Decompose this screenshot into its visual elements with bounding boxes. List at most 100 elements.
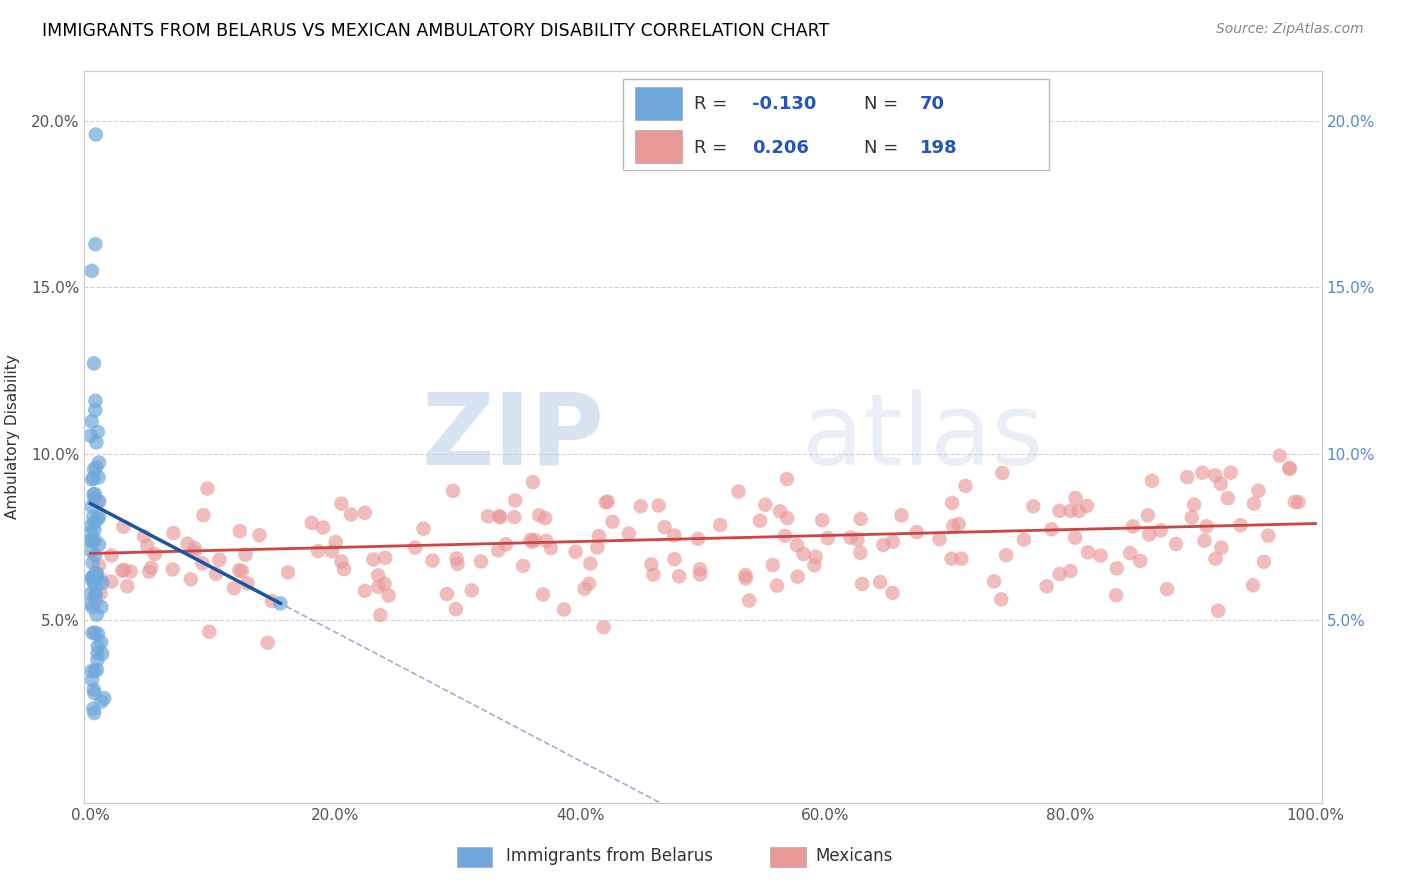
Point xyxy=(312,520,335,534)
Point xyxy=(811,513,834,527)
Point xyxy=(534,511,557,525)
Point xyxy=(688,532,710,546)
Text: R =: R = xyxy=(695,95,727,113)
Point xyxy=(1243,497,1265,511)
Point xyxy=(208,553,231,567)
Point xyxy=(90,635,112,649)
Text: R =: R = xyxy=(695,139,727,157)
Point xyxy=(727,484,749,499)
Point xyxy=(87,456,110,470)
Point xyxy=(80,544,103,558)
Point xyxy=(1064,531,1087,545)
Point xyxy=(1137,527,1160,541)
Point xyxy=(1164,537,1187,551)
Point xyxy=(522,534,544,549)
Point xyxy=(87,558,110,573)
Point xyxy=(617,526,640,541)
Point xyxy=(340,508,363,522)
Point xyxy=(141,561,163,575)
Point xyxy=(664,528,686,542)
Point xyxy=(882,586,904,600)
Point xyxy=(734,568,756,582)
Point xyxy=(90,600,112,615)
Point xyxy=(664,552,686,566)
Point xyxy=(446,551,468,566)
Point xyxy=(586,541,609,555)
Point xyxy=(1129,554,1152,568)
Point xyxy=(1278,461,1301,475)
Point xyxy=(83,574,105,589)
Point xyxy=(100,549,122,563)
Point xyxy=(277,566,299,580)
Point xyxy=(89,494,111,508)
Point xyxy=(80,586,103,600)
Point xyxy=(82,571,104,585)
Point xyxy=(792,547,814,561)
Point xyxy=(503,510,526,524)
Point xyxy=(941,496,963,510)
Point xyxy=(574,582,596,596)
Point xyxy=(890,508,912,523)
Point xyxy=(851,577,873,591)
Point xyxy=(80,264,103,278)
Text: Mexicans: Mexicans xyxy=(815,847,893,865)
Point xyxy=(84,548,107,562)
Point xyxy=(1211,541,1233,555)
Point xyxy=(1268,449,1291,463)
Point xyxy=(773,529,796,543)
Point xyxy=(595,495,617,509)
Point xyxy=(512,559,534,574)
Point xyxy=(495,537,517,551)
Point xyxy=(786,569,808,583)
Point xyxy=(82,569,104,583)
Point xyxy=(1278,461,1301,475)
Point xyxy=(90,586,112,600)
Point xyxy=(1194,533,1216,548)
Point xyxy=(839,531,862,545)
Point xyxy=(84,237,107,252)
Point xyxy=(115,579,138,593)
Point xyxy=(83,682,105,697)
Point xyxy=(849,512,872,526)
Point xyxy=(82,625,104,640)
Point xyxy=(80,572,103,586)
Point xyxy=(1216,491,1239,506)
Point xyxy=(754,498,776,512)
Point xyxy=(519,533,541,547)
Point xyxy=(1012,533,1035,547)
Point xyxy=(354,506,377,520)
Point xyxy=(111,564,134,578)
Point xyxy=(1140,474,1163,488)
Point xyxy=(198,624,221,639)
Text: 198: 198 xyxy=(920,139,957,157)
Point xyxy=(983,574,1005,589)
Point xyxy=(872,538,894,552)
Point xyxy=(436,587,458,601)
Point xyxy=(80,518,103,533)
Point xyxy=(1067,504,1090,518)
Point xyxy=(83,523,105,537)
Point xyxy=(79,533,101,548)
Point xyxy=(87,639,110,653)
Text: atlas: atlas xyxy=(801,389,1043,485)
Point xyxy=(1209,476,1232,491)
Point xyxy=(928,532,950,546)
Point xyxy=(235,548,257,562)
Point xyxy=(689,567,711,582)
Point xyxy=(84,403,107,417)
FancyBboxPatch shape xyxy=(636,87,682,120)
Point xyxy=(229,524,252,538)
Point xyxy=(132,529,155,543)
Point xyxy=(162,526,184,541)
Point xyxy=(84,393,107,408)
Point xyxy=(762,558,785,572)
Point xyxy=(1205,551,1227,566)
Point xyxy=(87,538,110,552)
Point xyxy=(330,497,353,511)
Point xyxy=(553,602,575,616)
Point xyxy=(222,581,245,595)
Point xyxy=(579,557,602,571)
FancyBboxPatch shape xyxy=(623,78,1049,170)
Point xyxy=(231,564,253,578)
Point xyxy=(83,664,105,678)
